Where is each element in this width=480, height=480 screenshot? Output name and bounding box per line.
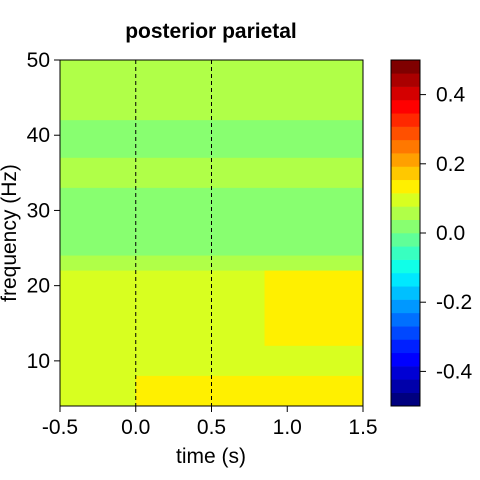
colorbar-swatch-18 xyxy=(391,153,420,167)
y-tick-label-1: 20 xyxy=(27,275,50,298)
colorbar-tick-label-1: 0.2 xyxy=(436,153,465,176)
y-tick-label-4: 50 xyxy=(27,49,50,72)
colorbar-swatch-5 xyxy=(391,326,420,340)
chart-title: posterior parietal xyxy=(125,20,297,43)
colorbar-swatch-2 xyxy=(391,366,420,380)
colorbar-swatch-9 xyxy=(391,272,420,287)
colorbar-swatch-23 xyxy=(391,86,420,101)
colorbar-swatch-1 xyxy=(391,379,420,393)
colorbar-swatch-3 xyxy=(391,352,420,367)
y-tick-label-3: 40 xyxy=(27,124,50,147)
colorbar-swatch-16 xyxy=(391,179,420,194)
x-axis: -0.5 0.0 0.5 1.0 1.5 xyxy=(42,406,378,439)
event-markers xyxy=(135,60,212,406)
heatmap-region-6 xyxy=(60,60,220,106)
colorbar-swatch-17 xyxy=(391,166,420,181)
y-tick-label-2: 30 xyxy=(27,199,50,222)
x-tick-label-2: 0.5 xyxy=(197,416,226,439)
colorbar-swatch-12 xyxy=(391,233,420,247)
colorbar-swatch-8 xyxy=(391,286,420,300)
colorbar-tick-label-3: -0.2 xyxy=(436,291,472,314)
colorbar-swatch-11 xyxy=(391,246,420,260)
colorbar: 0.4 0.2 0.0 -0.2 -0.4 xyxy=(390,59,473,407)
colorbar-swatch-15 xyxy=(391,193,420,207)
colorbar-swatch-7 xyxy=(391,299,420,314)
colorbar-swatch-24 xyxy=(391,73,420,87)
colorbar-swatch-0 xyxy=(391,392,420,407)
heatmap-region-3 xyxy=(264,270,363,346)
x-tick-label-0: -0.5 xyxy=(42,416,78,439)
colorbar-tick-label-0: 0.4 xyxy=(436,84,466,107)
colorbar-swatch-19 xyxy=(391,139,420,154)
colorbar-swatch-14 xyxy=(391,206,420,220)
heatmap-region-2 xyxy=(135,375,363,406)
colorbar-swatch-4 xyxy=(391,339,420,354)
colorbar-swatch-22 xyxy=(391,99,420,114)
colorbar-swatch-6 xyxy=(391,312,420,327)
x-tick-label-3: 1.0 xyxy=(273,416,302,439)
y-axis-label: frequency (Hz) xyxy=(0,164,21,302)
x-tick-label-1: 0.0 xyxy=(121,416,150,439)
colorbar-swatch-21 xyxy=(391,113,420,127)
y-axis: 10 20 30 40 50 xyxy=(27,49,60,373)
colorbar-swatch-10 xyxy=(391,259,420,274)
colorbar-swatch-20 xyxy=(391,126,420,141)
colorbar-swatch-13 xyxy=(391,219,420,234)
colorbar-swatch-25 xyxy=(391,60,420,74)
x-axis-label: time (s) xyxy=(176,445,246,468)
colorbar-tick-label-4: -0.4 xyxy=(436,360,473,383)
x-tick-label-4: 1.5 xyxy=(348,416,377,439)
y-tick-label-0: 10 xyxy=(27,350,50,373)
colorbar-tick-label-2: 0.0 xyxy=(436,222,465,245)
